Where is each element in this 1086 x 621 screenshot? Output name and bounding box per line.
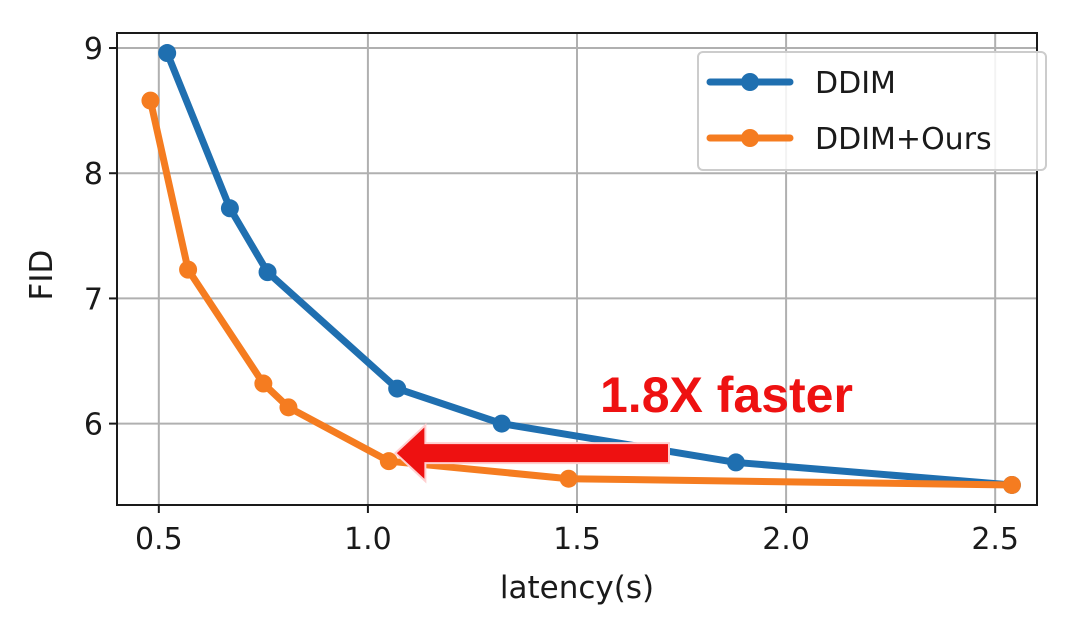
series-1-point-3 (279, 398, 298, 417)
series-ddim-ours (141, 91, 1021, 494)
x-tick-label-1: 1.0 (344, 522, 392, 557)
series (141, 44, 1021, 494)
x-tick-label-2: 1.5 (553, 522, 601, 557)
legend-marker-0 (741, 73, 759, 91)
series-0-point-3 (388, 379, 407, 398)
grid (117, 33, 1037, 505)
series-1-point-2 (254, 374, 273, 393)
series-0-point-5 (726, 453, 745, 472)
series-0-point-4 (492, 414, 511, 433)
legend-marker-1 (741, 129, 759, 147)
speedup-annotation-text: 1.8X faster (600, 367, 853, 423)
series-1-point-6 (1002, 475, 1021, 494)
legend-label-1: DDIM+Ours (815, 122, 992, 157)
x-tick-label-0: 0.5 (135, 522, 183, 557)
y-axis-label: FID (24, 250, 60, 301)
x-tick-label-3: 2.0 (762, 522, 810, 557)
y-tick-label-1: 7 (84, 282, 103, 317)
series-1-point-0 (141, 91, 160, 110)
series-0-point-2 (258, 263, 277, 282)
x-axis-label: latency(s) (500, 570, 654, 606)
y-tick-label-2: 8 (84, 157, 103, 192)
y-tick-label-3: 9 (84, 32, 103, 67)
legend-label-0: DDIM (815, 66, 896, 101)
series-1-point-4 (379, 452, 398, 471)
series-0-point-1 (220, 199, 239, 218)
y-tick-label-0: 6 (84, 408, 103, 443)
series-0-point-0 (158, 44, 177, 63)
legend: DDIM DDIM+Ours (697, 51, 1047, 171)
speedup-arrow (393, 422, 670, 484)
ticks: 0.5 1.0 1.5 2.0 2.5 6 7 8 9 (84, 32, 1019, 557)
series-1-point-5 (559, 469, 578, 488)
x-tick-label-4: 2.5 (971, 522, 1019, 557)
series-ddim (158, 44, 1021, 494)
series-1-point-1 (179, 260, 198, 279)
speedup-annotation: 1.8X faster (393, 367, 853, 484)
